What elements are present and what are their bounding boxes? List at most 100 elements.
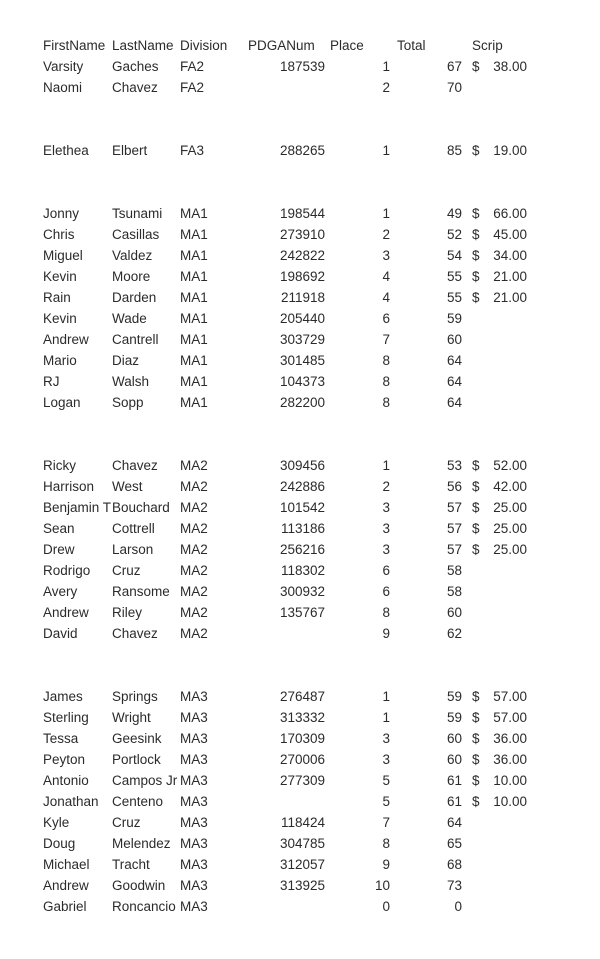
scrip-amount: 34.00	[493, 248, 527, 263]
cell-total: 67	[446, 59, 462, 74]
cell-pdga-num: 135767	[279, 605, 325, 620]
cell-place: 1	[382, 206, 390, 221]
cell-total: 61	[446, 794, 462, 809]
cell-first-name: Doug	[43, 836, 76, 851]
cell-division: MA3	[180, 689, 208, 704]
cell-division: MA2	[180, 521, 208, 536]
cell-scrip: $ 21.00	[472, 287, 527, 308]
table-row: Drew Larson MA2 256216 3 57 $ 25.00	[43, 539, 583, 560]
cell-division: MA1	[180, 353, 208, 368]
cell-total: 0	[454, 899, 462, 914]
table-row: James Springs MA3 276487 1 59 $ 57.00	[43, 686, 583, 707]
cell-total: 59	[446, 311, 462, 326]
table-row	[43, 434, 583, 455]
table-row: Avery Ransome MA2 300932 6 58	[43, 581, 583, 602]
cell-division: MA2	[180, 542, 208, 557]
table-row: Jonathan Centeno MA3 5 61 $ 10.00	[43, 791, 583, 812]
cell-division: MA1	[180, 332, 208, 347]
header-last-name: LastName	[112, 38, 174, 53]
cell-first-name: Chris	[43, 227, 75, 242]
cell-first-name: Rain	[43, 290, 71, 305]
cell-place: 8	[382, 836, 390, 851]
cell-total: 55	[446, 290, 462, 305]
header-pdga-num: PDGANum	[248, 38, 315, 53]
scrip-amount: 25.00	[493, 500, 527, 515]
cell-pdga-num: 118424	[280, 815, 325, 830]
cell-last-name: Riley	[112, 605, 143, 620]
cell-pdga-num: 312057	[279, 857, 325, 872]
cell-place: 0	[382, 899, 390, 914]
cell-division: MA3	[180, 710, 208, 725]
cell-division: MA1	[180, 227, 208, 242]
cell-pdga-num: 205440	[279, 311, 325, 326]
results-table: FirstName LastName Division PDGANum Plac…	[43, 35, 583, 917]
table-row: Logan Sopp MA1 282200 8 64	[43, 392, 583, 413]
cell-place: 9	[382, 626, 390, 641]
cell-first-name: Kyle	[43, 815, 70, 830]
cell-place: 4	[382, 290, 390, 305]
cell-place: 3	[382, 752, 390, 767]
cell-first-name: Gabriel	[43, 899, 87, 914]
cell-division: MA3	[180, 815, 208, 830]
table-row: Gabriel Roncancio MA3 0 0	[43, 896, 583, 917]
table-row	[43, 644, 583, 665]
cell-total: 64	[446, 353, 462, 368]
cell-last-name: Cottrell	[112, 521, 155, 536]
cell-scrip: $ 57.00	[472, 707, 527, 728]
cell-total: 61	[446, 773, 462, 788]
cell-first-name: Kevin	[43, 269, 77, 284]
cell-first-name: RJ	[43, 374, 60, 389]
cell-last-name: West	[112, 479, 143, 494]
currency-symbol: $	[472, 143, 480, 158]
cell-last-name: Chavez	[112, 80, 158, 95]
cell-total: 52	[446, 227, 462, 242]
cell-total: 58	[446, 563, 462, 578]
cell-total: 64	[446, 815, 462, 830]
cell-last-name: Darden	[112, 290, 157, 305]
scrip-amount: 57.00	[493, 710, 527, 725]
currency-symbol: $	[472, 689, 480, 704]
cell-pdga-num: 118302	[280, 563, 325, 578]
cell-division: FA3	[180, 143, 205, 158]
cell-last-name: Cruz	[112, 815, 141, 830]
cell-last-name: Moore	[112, 269, 151, 284]
scrip-amount: 21.00	[493, 269, 527, 284]
cell-pdga-num: 273910	[279, 227, 325, 242]
cell-last-name: Chavez	[112, 458, 158, 473]
cell-first-name: Drew	[43, 542, 75, 557]
cell-last-name: Geesink	[112, 731, 162, 746]
cell-division: MA1	[180, 374, 208, 389]
cell-last-name: Chavez	[112, 626, 158, 641]
cell-scrip: $ 10.00	[472, 770, 527, 791]
table-row	[43, 413, 583, 434]
currency-symbol: $	[472, 458, 480, 473]
table-row: Rodrigo Cruz MA2 118302 6 58	[43, 560, 583, 581]
header-scrip: Scrip	[472, 38, 503, 53]
table-row: Jonny Tsunami MA1 198544 1 49 $ 66.00	[43, 203, 583, 224]
scrip-amount: 66.00	[493, 206, 527, 221]
cell-scrip: $ 25.00	[472, 539, 527, 560]
scrip-amount: 42.00	[493, 479, 527, 494]
currency-symbol: $	[472, 206, 480, 221]
table-row: Chris Casillas MA1 273910 2 52 $ 45.00	[43, 224, 583, 245]
cell-place: 1	[382, 59, 390, 74]
currency-symbol: $	[472, 521, 480, 536]
scrip-amount: 38.00	[493, 59, 527, 74]
cell-first-name: Antonio	[43, 773, 89, 788]
cell-first-name: Andrew	[43, 878, 89, 893]
cell-first-name: Peyton	[43, 752, 86, 767]
table-row: Rain Darden MA1 211918 4 55 $ 21.00	[43, 287, 583, 308]
table-row: David Chavez MA2 9 62	[43, 623, 583, 644]
cell-total: 60	[446, 752, 462, 767]
cell-first-name: Rodrigo	[43, 563, 91, 578]
cell-pdga-num: 211918	[280, 290, 325, 305]
cell-pdga-num: 309456	[279, 458, 325, 473]
cell-scrip: $ 52.00	[472, 455, 527, 476]
cell-division: MA1	[180, 395, 208, 410]
cell-pdga-num: 113186	[280, 521, 325, 536]
cell-total: 57	[446, 500, 462, 515]
cell-division: MA3	[180, 836, 208, 851]
cell-division: MA2	[180, 500, 208, 515]
cell-division: MA2	[180, 563, 208, 578]
cell-division: MA3	[180, 731, 208, 746]
